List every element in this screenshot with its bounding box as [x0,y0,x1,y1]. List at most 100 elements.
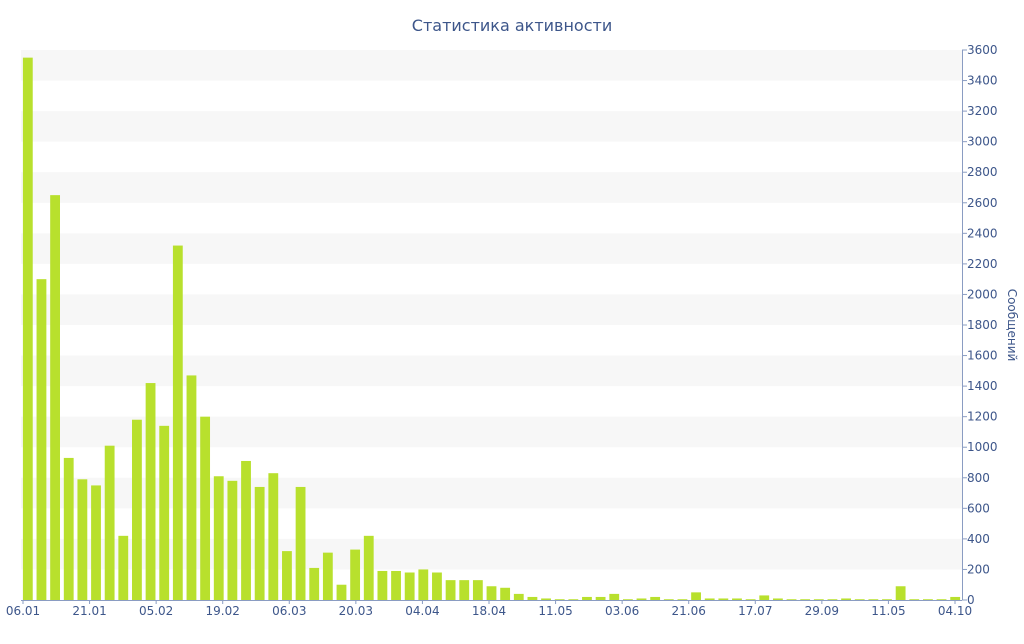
bar [813,599,824,600]
bar [513,593,524,600]
bar [145,383,156,600]
bar [595,596,606,600]
bar [132,419,142,600]
bar [404,572,415,600]
y-tick-label: 1800 [967,318,998,332]
bar [227,480,238,600]
y-tick-label: 2200 [967,257,998,271]
y-tick-label: 2800 [967,165,998,179]
bar [650,596,661,600]
bar [77,479,88,600]
x-tick-label: 11.05 [538,604,572,618]
x-tick-label: 04.04 [405,604,439,618]
x-tick-label: 05.02 [139,604,173,618]
grid-band [21,172,962,203]
y-tick-label: 2400 [967,226,998,240]
bar [295,486,306,600]
bar [213,476,224,600]
chart-title: Статистика активности [412,16,612,35]
bars-layer [22,57,961,600]
bar [854,599,865,600]
bar [36,279,47,600]
bar [882,599,892,600]
x-tick-label: 29.09 [805,604,839,618]
bar [936,599,947,600]
bar [322,552,333,600]
bar [841,598,851,600]
bar [91,485,101,600]
bar [663,599,674,600]
bar [22,57,33,600]
y-tick-label: 1000 [967,440,998,454]
bar [268,473,279,600]
bar [541,598,551,600]
bar [350,549,361,600]
bar [118,535,129,600]
bar [432,572,442,600]
bar [186,375,197,600]
bar [309,567,320,600]
y-tick-label: 1400 [967,379,998,393]
x-tick-label: 21.06 [672,604,706,618]
y-tick-label: 2000 [967,287,998,301]
x-tick-label: 04.10 [938,604,972,618]
bar [336,584,347,600]
y-tick-label: 3600 [967,43,998,57]
bar [472,580,483,600]
bar [691,592,701,600]
x-tick-label: 21.01 [72,604,106,618]
x-tick-label: 18.04 [472,604,506,618]
grid-band [21,355,962,387]
bar [527,596,538,600]
grid-band [21,111,962,142]
bar [622,599,633,600]
bar [63,457,74,600]
y-tick-label: 3400 [967,74,998,88]
bar [391,570,401,600]
grid-band [21,233,962,264]
bar [923,599,933,600]
y-tick-label: 600 [967,501,990,515]
x-tick-label: 03.06 [605,604,639,618]
bar [909,599,920,600]
bar [718,598,729,600]
bar [609,593,620,600]
x-tick-label: 11.05 [871,604,905,618]
axes-layer: 0 200 400 600 800 1000 1200 1400 1600 1800 2000 220… [6,43,998,618]
bar [418,569,429,600]
bar [827,599,838,600]
x-tick-label: 06.03 [272,604,306,618]
bar [582,596,592,600]
y-tick-label: 1600 [967,349,998,363]
bar [50,195,60,600]
bar [500,587,511,600]
bar [377,570,388,600]
bar [445,580,456,600]
bar [568,599,579,600]
y-tick-label: 400 [967,532,990,546]
bar [745,599,756,600]
bar [950,596,961,600]
bar [800,599,811,600]
y-tick-label: 0 [967,593,975,607]
bar [254,486,265,600]
bar [200,416,211,600]
x-tick-label: 17.07 [738,604,772,618]
y-tick-label: 3000 [967,135,998,149]
x-tick-label: 19.02 [206,604,240,618]
y-axis-label: Сообщений [1005,289,1019,362]
bar [868,599,879,600]
grid-band [21,294,962,325]
bar [704,598,715,600]
bar [895,586,906,600]
bar [159,425,170,600]
y-tick-label: 1200 [967,410,998,424]
bar [554,599,565,600]
bar [772,598,783,600]
y-tick-label: 3200 [967,104,998,118]
bar [759,595,770,600]
x-tick-label: 20.03 [339,604,373,618]
bar [677,599,688,600]
